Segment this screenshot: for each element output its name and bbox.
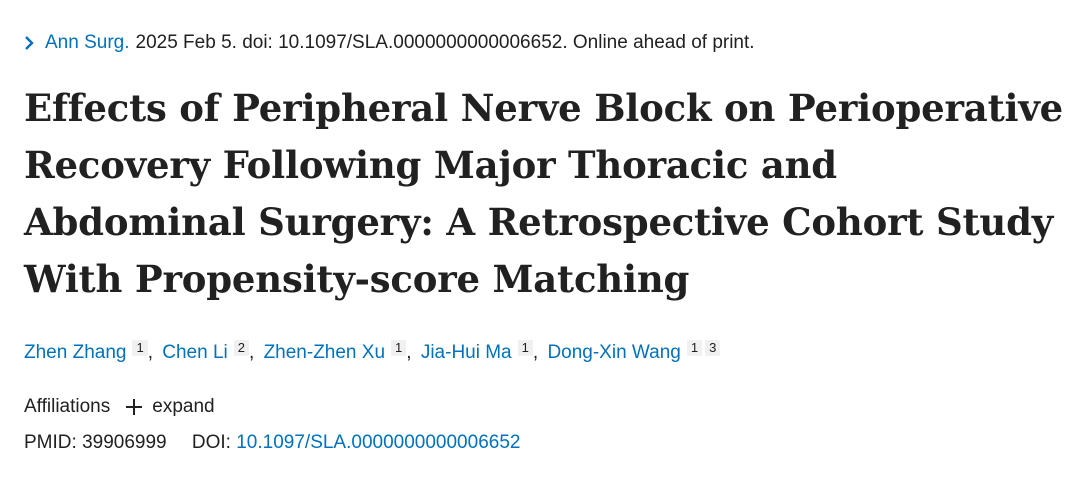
affiliation-number-button[interactable]: 2: [233, 340, 249, 356]
affiliation-number-button[interactable]: 1: [517, 340, 533, 356]
affiliation-number-button[interactable]: 3: [705, 340, 721, 356]
chevron-right-icon[interactable]: [24, 35, 35, 51]
author-separator: ,: [147, 342, 153, 363]
author-link[interactable]: Chen Li: [162, 342, 228, 363]
author-item: Dong-Xin Wang 1 3: [547, 340, 721, 363]
author-separator: ,: [406, 342, 412, 363]
affiliation-number-button[interactable]: 1: [391, 340, 407, 356]
expand-label: expand: [152, 396, 215, 417]
author-link[interactable]: Jia-Hui Ma: [420, 342, 512, 363]
citation-details: 2025 Feb 5. doi: 10.1097/SLA.00000000000…: [135, 32, 755, 53]
doi-label: DOI:: [191, 432, 231, 453]
author-link[interactable]: Zhen Zhang: [24, 342, 127, 363]
affiliations-row: Affiliations expand: [24, 392, 1064, 422]
author-item: Jia-Hui Ma 1,: [420, 340, 542, 363]
author-link[interactable]: Zhen-Zhen Xu: [263, 342, 386, 363]
authors-list: Zhen Zhang 1, Chen Li 2, Zhen-Zhen Xu 1, Ji…: [24, 338, 1064, 368]
citation-line: Ann Surg. 2025 Feb 5. doi: 10.1097/SLA.0…: [24, 26, 1064, 60]
pmid-value: 39906999: [82, 432, 167, 453]
affiliation-number-button[interactable]: 1: [686, 340, 703, 356]
pmid-label: PMID:: [24, 432, 77, 453]
doi-link[interactable]: 10.1097/SLA.0000000000006652: [236, 432, 521, 453]
affiliations-label: Affiliations: [24, 396, 111, 417]
journal-link[interactable]: Ann Surg.: [45, 32, 130, 53]
author-item: Zhen-Zhen Xu 1,: [263, 340, 416, 363]
author-item: Zhen Zhang 1,: [24, 340, 157, 363]
author-separator: ,: [532, 342, 539, 363]
article-title: Effects of Peripheral Nerve Block on Per…: [24, 86, 1063, 301]
identifiers-row: PMID: 39906999 DOI: 10.1097/SLA.00000000…: [24, 428, 1064, 458]
plus-icon: [126, 399, 143, 415]
author-separator: ,: [249, 342, 255, 363]
affiliations-expand-button[interactable]: expand: [126, 392, 215, 422]
affiliation-number-button[interactable]: 1: [132, 340, 148, 356]
author-link[interactable]: Dong-Xin Wang: [547, 342, 681, 363]
author-item: Chen Li 2,: [162, 340, 258, 363]
article-header: Ann Surg. 2025 Feb 5. doi: 10.1097/SLA.0…: [24, 26, 1064, 458]
